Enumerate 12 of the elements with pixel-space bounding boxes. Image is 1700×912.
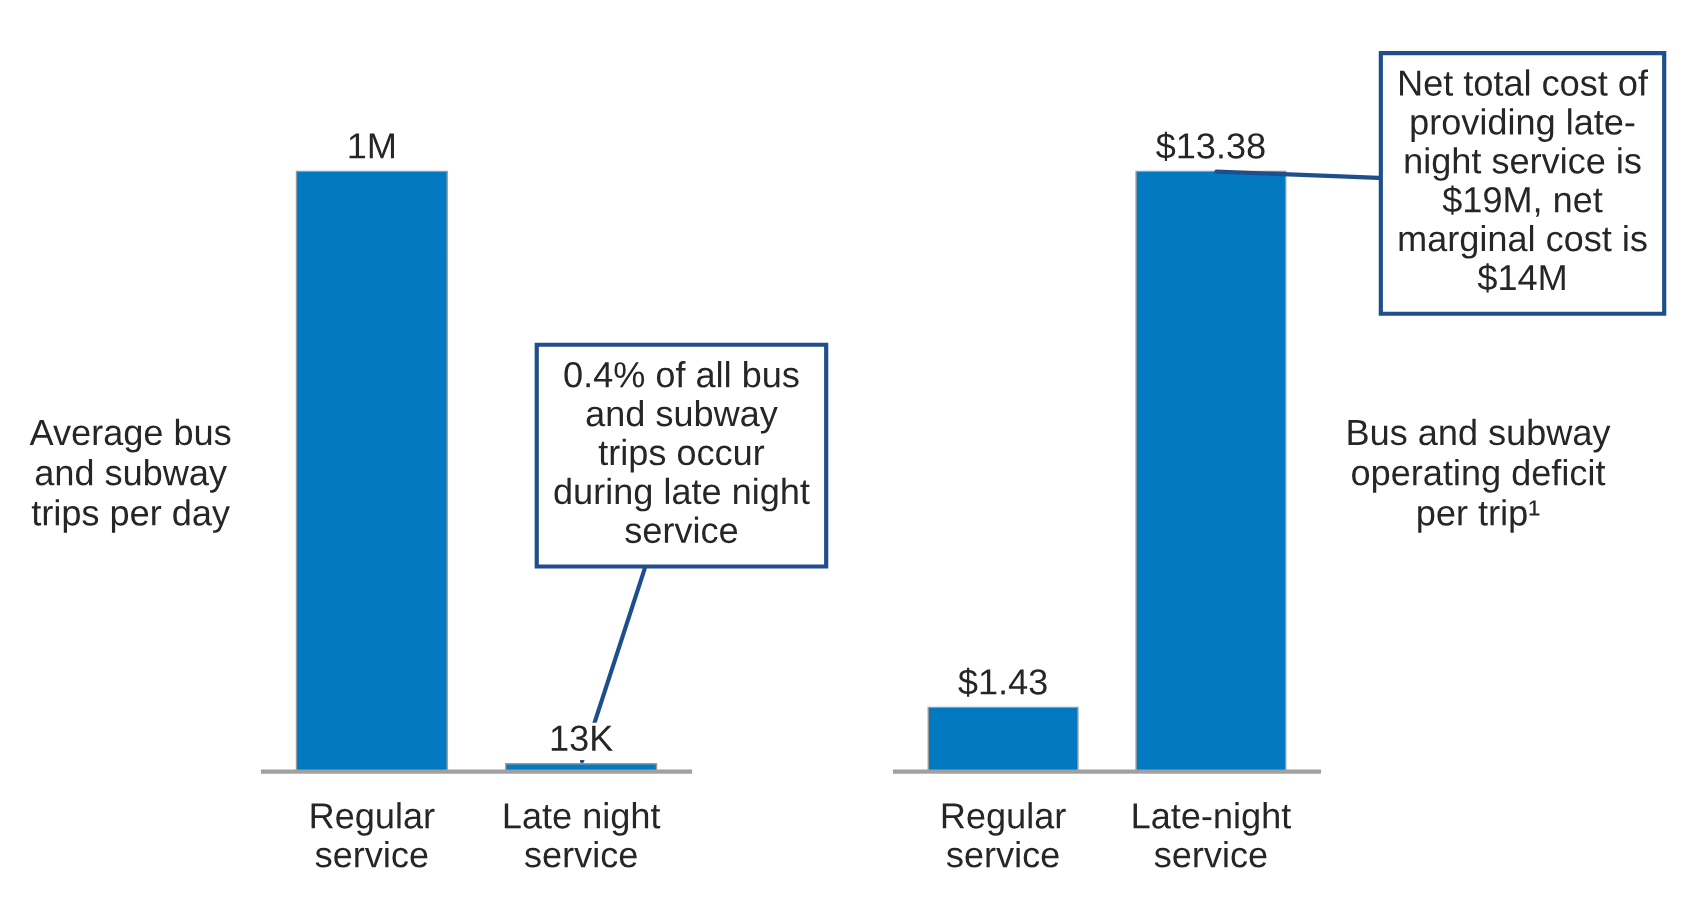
data-label: 1M bbox=[349, 133, 394, 159]
x-tick-label: Regular service bbox=[942, 802, 1066, 868]
data-label: $13.38 bbox=[1156, 131, 1265, 161]
x-tick-label: Late night service bbox=[504, 802, 661, 868]
x-tick-label: Regular service bbox=[311, 802, 435, 868]
annotation: 0.4% of all bus and subway trips occur during late night service bbox=[554, 361, 810, 544]
data-label: $1.43 bbox=[958, 667, 1047, 697]
annotation: Net total cost of providing late- night service is $19M, net marginal cost is $14M bbox=[1399, 69, 1649, 293]
data-label: 13K bbox=[551, 725, 613, 752]
y-axis-title: Average bus and subway trips per day bbox=[29, 418, 231, 533]
x-tick-label: Late-night service bbox=[1133, 802, 1291, 868]
y-axis-title: Bus and subway operating deficit per trip¹ bbox=[1348, 418, 1611, 533]
